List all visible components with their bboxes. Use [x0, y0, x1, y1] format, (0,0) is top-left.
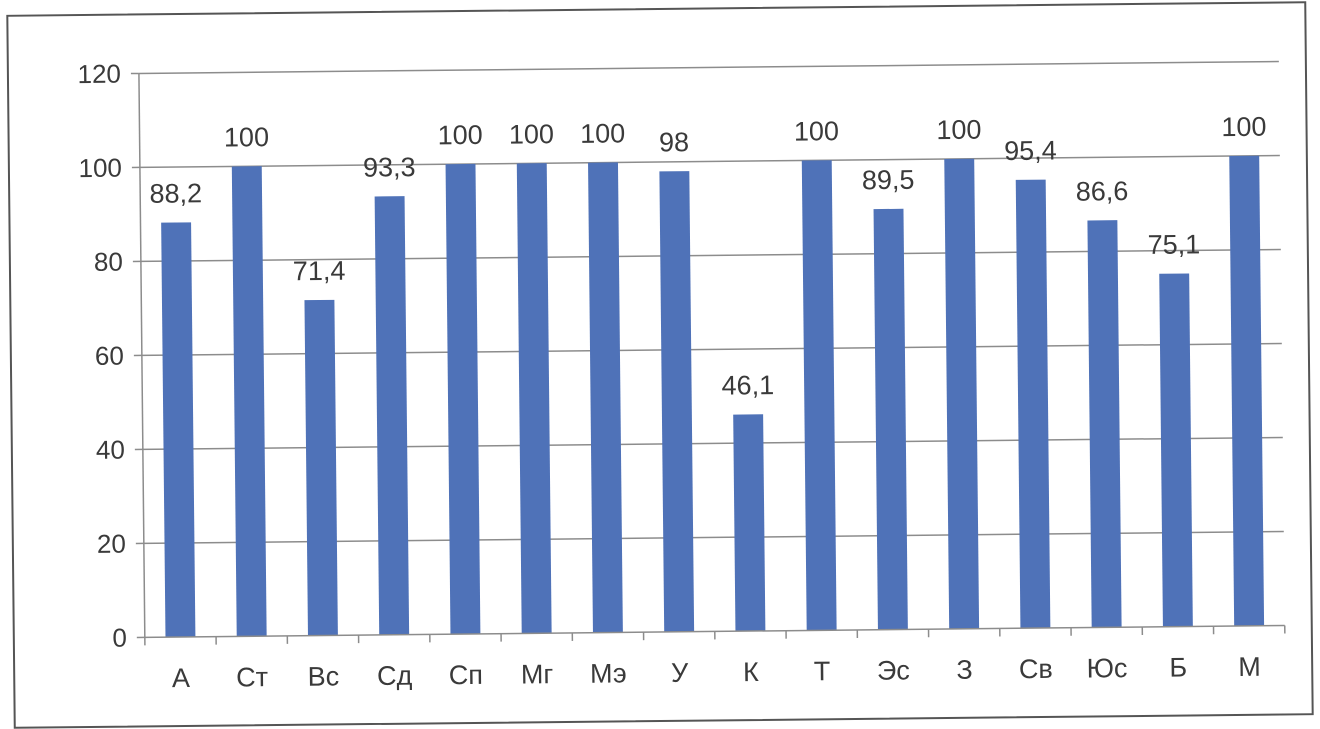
category-label: Сд [377, 661, 413, 691]
data-label: 75,1 [1147, 229, 1200, 260]
category-label: Сп [449, 660, 483, 690]
y-tick-label: 80 [94, 247, 123, 277]
bar [801, 160, 837, 631]
data-label: 100 [580, 118, 625, 148]
bar [231, 166, 267, 637]
bar [733, 414, 766, 632]
y-tick-label: 0 [112, 623, 127, 653]
y-tick-label: 100 [78, 153, 122, 183]
bar [873, 208, 908, 630]
bar [304, 299, 338, 636]
axes [130, 72, 1286, 646]
bar [659, 171, 695, 632]
category-label: К [743, 657, 759, 687]
category-label: Юс [1087, 653, 1128, 683]
category-label: Мг [521, 659, 554, 689]
data-label: 95,4 [1004, 135, 1057, 166]
data-label: 100 [794, 116, 839, 146]
category-label: Т [814, 656, 831, 686]
category-label: У [671, 658, 689, 688]
bars [161, 155, 1265, 638]
bar [374, 196, 410, 635]
y-tick-label: 40 [96, 435, 125, 465]
category-label: Ст [236, 662, 268, 692]
bar [161, 222, 196, 638]
category-label: Вс [307, 661, 339, 691]
y-axis [138, 73, 146, 638]
bar [445, 163, 481, 635]
data-label: 98 [659, 127, 689, 157]
data-label: 46,1 [721, 370, 774, 401]
category-label: М [1238, 652, 1261, 682]
labels: 0 20 40 60 80 100 120 88,2 А 100 Ст 71,4 Вс 93,3 Сд 100… [77, 59, 1266, 693]
data-label: 88,2 [149, 178, 202, 209]
data-label: 100 [936, 115, 981, 145]
gridline [139, 154, 1280, 169]
category-label: Мэ [590, 658, 627, 688]
data-label: 93,3 [363, 152, 416, 183]
data-label: 100 [509, 119, 554, 149]
bar [944, 158, 980, 629]
category-label: Св [1019, 654, 1053, 684]
bar [1229, 155, 1265, 627]
data-label: 100 [224, 122, 269, 152]
data-label: 71,4 [293, 256, 346, 287]
y-tick-label: 20 [97, 529, 126, 559]
category-label: З [956, 655, 973, 685]
chart-frame: 0 20 40 60 80 100 120 88,2 А 100 Ст 71,4 Вс 93,3 Сд 100… [6, 1, 1314, 729]
data-label: 86,6 [1076, 176, 1129, 207]
category-label: А [172, 663, 190, 693]
data-label: 100 [438, 120, 483, 150]
category-label: Б [1169, 652, 1187, 682]
bar [1087, 220, 1122, 628]
category-label: Эс [877, 655, 910, 685]
data-label: 100 [1221, 112, 1266, 142]
bar [516, 163, 552, 634]
bar [1015, 179, 1051, 629]
y-tick-label: 60 [95, 341, 124, 371]
bar [588, 162, 623, 633]
data-label: 89,5 [862, 165, 915, 196]
gridline [138, 60, 1279, 75]
y-tick-label: 120 [77, 59, 121, 89]
bar-chart: 0 20 40 60 80 100 120 88,2 А 100 Ст 71,4 Вс 93,3 Сд 100… [77, 59, 1286, 693]
bar [1159, 273, 1193, 627]
